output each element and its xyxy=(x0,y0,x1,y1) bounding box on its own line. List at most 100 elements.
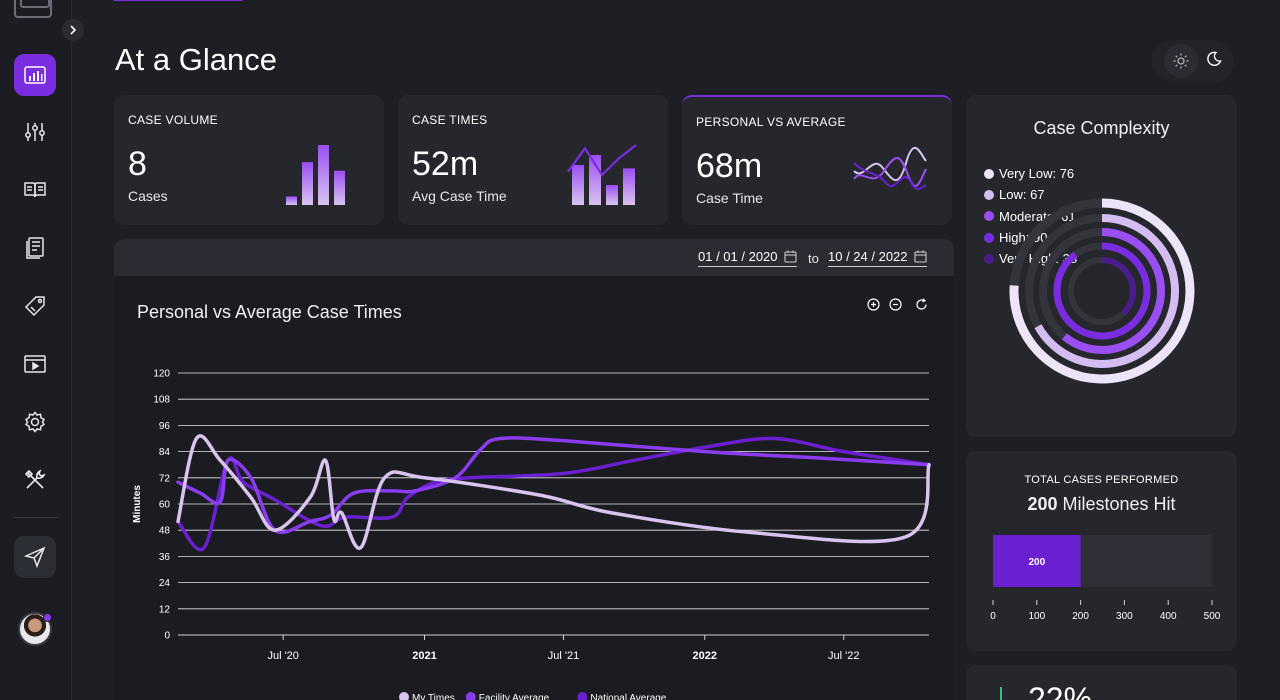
date-to-value: 10 / 24 / 2022 xyxy=(828,249,908,264)
sidebar-item-tools[interactable] xyxy=(14,459,56,501)
analytics-icon xyxy=(24,66,46,84)
personal-vs-average-card[interactable]: PERSONAL VS AVERAGE 68m Case Time xyxy=(682,95,952,225)
case-complexity-radial-chart xyxy=(1009,198,1195,384)
y-tick-label: 24 xyxy=(159,578,171,589)
date-to-input[interactable]: 10 / 24 / 2022 xyxy=(828,249,927,267)
y-axis-label: Minutes xyxy=(132,485,143,523)
sidebar-item-library[interactable] xyxy=(14,169,56,211)
radial-bar-high xyxy=(1053,242,1151,340)
legend-item[interactable]: Very Low: 76 xyxy=(984,163,1077,184)
user-avatar[interactable] xyxy=(18,612,52,646)
zoom-out-button[interactable] xyxy=(888,297,902,311)
mini-bar xyxy=(302,162,313,205)
legend-dot xyxy=(984,211,994,222)
panel-title: Case Complexity xyxy=(1033,118,1170,138)
x-tick-label: 100 xyxy=(1028,611,1045,622)
radial-bar-very-low xyxy=(1009,198,1195,384)
chart-toolbar xyxy=(866,297,928,311)
y-tick-label: 60 xyxy=(159,500,171,511)
sidebar-item-send[interactable] xyxy=(14,536,56,578)
y-tick-label: 120 xyxy=(153,369,170,380)
legend-marker xyxy=(465,692,476,700)
zoom-in-icon xyxy=(866,297,880,311)
card-label: CASE TIMES xyxy=(412,113,488,127)
personal-vs-average-mini-chart xyxy=(853,146,927,190)
radial-bar-moderate xyxy=(1061,228,1165,354)
mini-line xyxy=(567,144,637,177)
y-tick-label: 96 xyxy=(159,421,171,432)
sliders-icon xyxy=(25,123,45,141)
sidebar-item-settings-sliders[interactable] xyxy=(14,111,56,153)
case-times-card[interactable]: CASE TIMES 52m Avg Case Time xyxy=(398,95,668,225)
percentage-value: 22% xyxy=(1028,681,1093,700)
case-times-chart-panel: 01 / 01 / 2020 to 10 / 24 / 2022 Persona… xyxy=(114,239,954,700)
mini-bar xyxy=(623,168,635,205)
chevron-right-icon xyxy=(70,25,77,35)
x-tick-label: 2022 xyxy=(693,650,717,662)
book-icon xyxy=(24,182,46,198)
y-tick-label: 72 xyxy=(159,473,171,484)
milestones-count: 200 xyxy=(1027,494,1058,514)
chart-title: Personal vs Average Case Times xyxy=(137,302,402,322)
sidebar-item-documents[interactable] xyxy=(14,227,56,269)
light-mode-button[interactable] xyxy=(1164,44,1198,78)
case-volume-mini-chart xyxy=(286,145,345,205)
x-tick-label: Jul '20 xyxy=(267,650,298,662)
date-from-input[interactable]: 01 / 01 / 2020 xyxy=(698,249,797,267)
tools-icon xyxy=(24,469,46,489)
mini-bar xyxy=(606,185,618,205)
calendar-icon[interactable] xyxy=(783,250,797,263)
collapse-sidebar-button[interactable] xyxy=(62,19,84,41)
legend-dot xyxy=(984,232,994,243)
refresh-icon xyxy=(915,297,927,310)
top-accent-bar xyxy=(113,0,243,1)
radial-bar-low xyxy=(1034,214,1179,368)
x-tick-label: 500 xyxy=(1204,611,1221,622)
zoom-in-button[interactable] xyxy=(866,297,880,311)
mini-bar xyxy=(572,165,584,205)
legend-item[interactable]: Low: 67 xyxy=(984,184,1077,205)
x-tick-label: 2021 xyxy=(412,650,436,662)
sidebar-item-videos[interactable] xyxy=(14,343,56,385)
date-range-bar: 01 / 01 / 2020 to 10 / 24 / 2022 xyxy=(114,239,954,276)
milestones-title: 200 Milestones Hit xyxy=(966,494,1237,515)
dark-mode-button[interactable] xyxy=(1206,51,1222,72)
sidebar-item-settings[interactable] xyxy=(14,401,56,443)
notification-dot xyxy=(43,613,52,622)
x-tick-label: 300 xyxy=(1116,611,1133,622)
date-from-value: 01 / 01 / 2020 xyxy=(698,249,778,264)
x-tick-label: 400 xyxy=(1160,611,1177,622)
legend-marker xyxy=(399,692,409,700)
card-subtitle: Case Time xyxy=(696,190,763,206)
case-volume-card[interactable]: CASE VOLUME 8 Cases xyxy=(114,95,384,225)
mini-bar xyxy=(334,170,345,205)
x-tick-label: Jul '22 xyxy=(828,650,859,662)
sidebar-item-analytics[interactable] xyxy=(14,54,56,96)
series-line-facility-average xyxy=(176,436,931,535)
y-tick-label: 84 xyxy=(159,447,171,458)
total-cases-panel: TOTAL CASES PERFORMED 200 Milestones Hit… xyxy=(966,451,1237,651)
card-value: 8 xyxy=(128,145,147,183)
series-line-my-times xyxy=(176,434,931,550)
reset-zoom-button[interactable] xyxy=(914,297,928,311)
legend-label: Low: 67 xyxy=(999,187,1045,203)
theme-toggle[interactable] xyxy=(1152,40,1234,82)
mini-bar xyxy=(318,145,329,205)
card-value: 52m xyxy=(412,145,479,183)
x-tick-label: 0 xyxy=(990,611,996,622)
app-logo xyxy=(14,0,52,18)
video-icon xyxy=(24,355,46,373)
sidebar-item-tags[interactable] xyxy=(14,285,56,327)
legend-label[interactable]: National Average xyxy=(590,693,666,700)
legend-label[interactable]: Facility Average xyxy=(479,693,550,700)
case-complexity-panel: Case Complexity Very Low: 76 Low: 67 Moder… xyxy=(966,95,1237,437)
percentage-card: 22% xyxy=(966,665,1237,700)
case-times-line-chart: 0 12 24 36 48 60 72 84 96 108 120 Minutes Jul '20 202… xyxy=(132,369,931,700)
calendar-icon[interactable] xyxy=(913,250,927,263)
moon-icon xyxy=(1207,51,1222,66)
y-tick-label: 12 xyxy=(159,604,171,615)
gear-icon xyxy=(24,411,46,433)
legend-label[interactable]: My Times xyxy=(412,693,455,700)
mini-bar xyxy=(286,196,297,205)
card-subtitle: Avg Case Time xyxy=(412,188,507,204)
